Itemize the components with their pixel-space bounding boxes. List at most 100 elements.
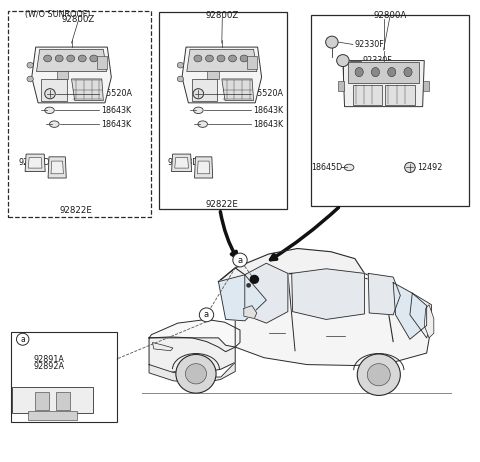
Text: 18643K: 18643K bbox=[101, 120, 132, 128]
Ellipse shape bbox=[67, 55, 75, 62]
Text: 18645D: 18645D bbox=[311, 163, 342, 172]
Bar bbox=[385, 85, 415, 105]
Polygon shape bbox=[182, 47, 262, 103]
Circle shape bbox=[367, 364, 390, 386]
Bar bbox=[28, 412, 77, 420]
Ellipse shape bbox=[388, 67, 396, 77]
Ellipse shape bbox=[177, 62, 184, 68]
Text: 92800Z: 92800Z bbox=[205, 11, 239, 20]
Polygon shape bbox=[149, 362, 235, 384]
Text: 92800Z: 92800Z bbox=[61, 15, 95, 24]
Text: 92822E: 92822E bbox=[60, 206, 93, 215]
Text: 18643K: 18643K bbox=[253, 106, 283, 115]
Circle shape bbox=[250, 275, 259, 284]
Polygon shape bbox=[51, 161, 63, 174]
Circle shape bbox=[325, 36, 338, 48]
Polygon shape bbox=[153, 342, 173, 351]
Text: 92823D: 92823D bbox=[19, 158, 50, 167]
Text: a: a bbox=[204, 310, 209, 319]
Polygon shape bbox=[72, 79, 103, 101]
Ellipse shape bbox=[193, 107, 203, 114]
Ellipse shape bbox=[404, 67, 412, 77]
Polygon shape bbox=[343, 61, 424, 107]
Ellipse shape bbox=[194, 55, 202, 62]
Text: 92822E: 92822E bbox=[206, 200, 239, 209]
Text: 95520A: 95520A bbox=[253, 89, 284, 98]
Polygon shape bbox=[48, 157, 66, 178]
Bar bbox=[12, 387, 93, 413]
Bar bbox=[423, 81, 429, 91]
Polygon shape bbox=[222, 79, 253, 101]
Polygon shape bbox=[410, 293, 432, 338]
Ellipse shape bbox=[355, 67, 363, 77]
Polygon shape bbox=[194, 157, 213, 178]
Text: 92891A: 92891A bbox=[33, 354, 64, 364]
Bar bbox=[192, 79, 217, 101]
Polygon shape bbox=[244, 306, 257, 318]
Circle shape bbox=[357, 354, 400, 395]
Ellipse shape bbox=[49, 121, 59, 128]
Ellipse shape bbox=[27, 62, 33, 68]
Circle shape bbox=[336, 55, 349, 67]
Polygon shape bbox=[218, 249, 364, 283]
Polygon shape bbox=[393, 283, 427, 339]
Bar bbox=[338, 81, 344, 91]
Text: 95520A: 95520A bbox=[101, 89, 132, 98]
Polygon shape bbox=[187, 49, 257, 72]
Ellipse shape bbox=[177, 76, 184, 82]
Text: 92330F: 92330F bbox=[355, 40, 384, 49]
Bar bbox=[57, 71, 68, 79]
Bar bbox=[97, 56, 107, 69]
Bar bbox=[353, 85, 382, 105]
Polygon shape bbox=[28, 158, 42, 168]
Bar bbox=[11, 332, 117, 422]
Bar bbox=[348, 62, 420, 83]
Polygon shape bbox=[218, 275, 266, 321]
Text: 18643K: 18643K bbox=[253, 120, 283, 128]
Text: a: a bbox=[238, 255, 242, 265]
Circle shape bbox=[405, 162, 415, 172]
Text: 92823D: 92823D bbox=[167, 158, 199, 167]
Ellipse shape bbox=[198, 121, 207, 128]
Ellipse shape bbox=[44, 55, 52, 62]
Bar bbox=[41, 79, 67, 101]
Bar bbox=[207, 71, 218, 79]
Circle shape bbox=[185, 364, 206, 384]
Bar bbox=[247, 56, 257, 69]
Polygon shape bbox=[424, 305, 434, 338]
Text: 92892A: 92892A bbox=[33, 362, 64, 371]
Polygon shape bbox=[36, 49, 107, 72]
Circle shape bbox=[199, 308, 214, 322]
Circle shape bbox=[45, 89, 55, 99]
Polygon shape bbox=[25, 154, 45, 171]
Polygon shape bbox=[292, 269, 364, 319]
Ellipse shape bbox=[45, 107, 54, 114]
Text: 92330F: 92330F bbox=[362, 56, 392, 65]
Ellipse shape bbox=[228, 55, 237, 62]
Ellipse shape bbox=[205, 55, 214, 62]
Text: 12492: 12492 bbox=[417, 163, 443, 172]
Bar bbox=[35, 392, 49, 410]
Polygon shape bbox=[171, 154, 192, 171]
Text: (W/O SUNROOF): (W/O SUNROOF) bbox=[24, 10, 90, 18]
Polygon shape bbox=[149, 319, 240, 352]
Bar bbox=[8, 11, 152, 217]
Ellipse shape bbox=[55, 55, 63, 62]
Text: 92800A: 92800A bbox=[373, 11, 407, 20]
Ellipse shape bbox=[217, 55, 225, 62]
Bar bbox=[311, 14, 469, 206]
Ellipse shape bbox=[344, 164, 354, 170]
Ellipse shape bbox=[90, 55, 98, 62]
Circle shape bbox=[246, 283, 251, 288]
Polygon shape bbox=[245, 263, 288, 323]
Circle shape bbox=[193, 89, 204, 99]
Ellipse shape bbox=[240, 55, 248, 62]
Polygon shape bbox=[32, 47, 111, 103]
Circle shape bbox=[176, 354, 216, 393]
Text: 18643K: 18643K bbox=[101, 106, 132, 115]
Polygon shape bbox=[235, 273, 432, 365]
Polygon shape bbox=[175, 158, 189, 168]
Ellipse shape bbox=[27, 76, 33, 82]
Ellipse shape bbox=[78, 55, 86, 62]
Text: a: a bbox=[20, 335, 25, 344]
